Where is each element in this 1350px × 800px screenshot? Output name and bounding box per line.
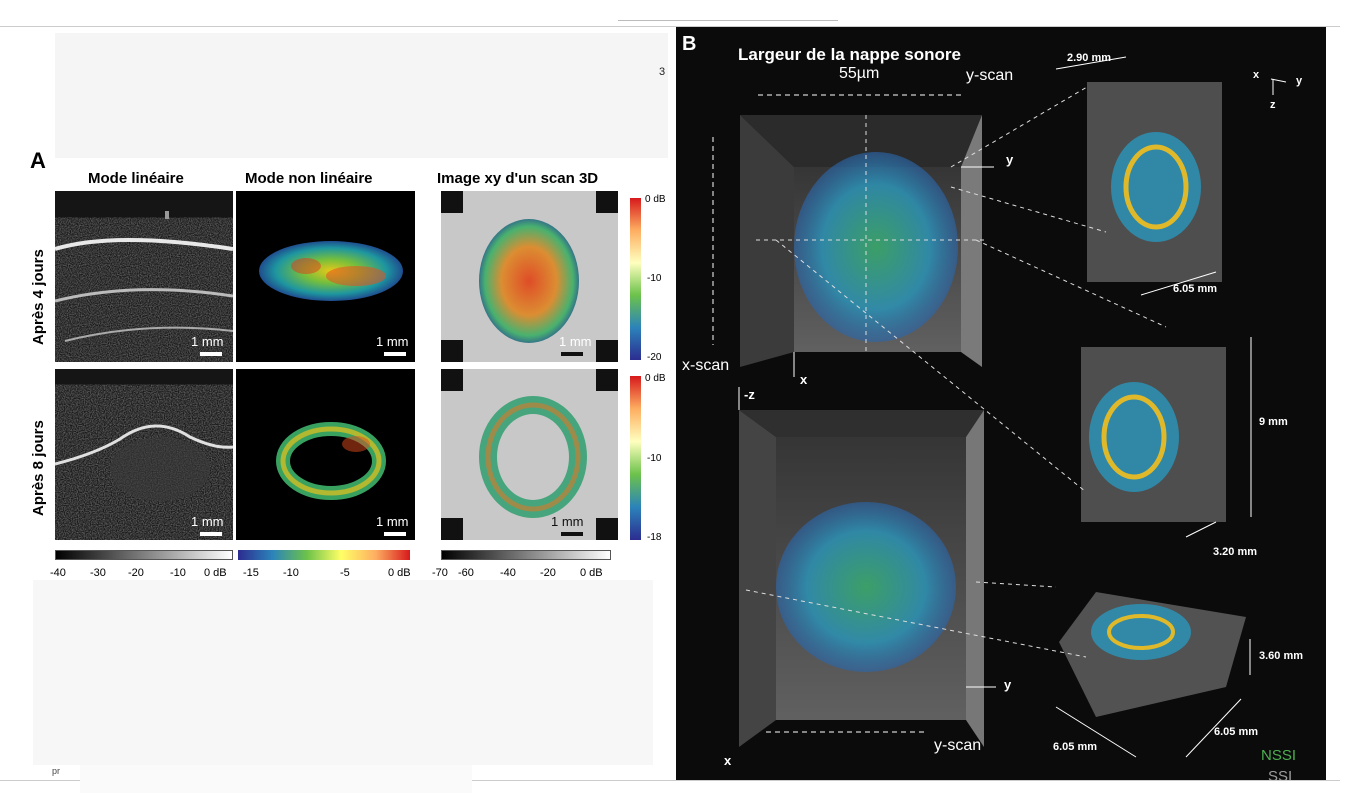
top-rule	[0, 26, 1340, 27]
colorbar-scan	[441, 550, 611, 560]
axis-neg-z: -z	[744, 387, 755, 402]
colorbar-scan-tick: 0 dB	[580, 567, 603, 579]
page-background-top	[55, 33, 668, 158]
axis-y-legend: y	[1296, 75, 1303, 87]
vcbar-bottom-tick: -10	[647, 453, 662, 464]
top-divider	[618, 20, 838, 21]
colorbar-linear	[55, 550, 233, 560]
scale-bar	[200, 532, 222, 536]
axis-x-top: x	[800, 372, 808, 387]
dim-bot-depth-left: 6.05 mm	[1053, 741, 1098, 753]
colorbar-nonlinear-tick: -15	[243, 567, 259, 579]
column-title-nonlinear: Mode non linéaire	[245, 170, 373, 187]
panel-b-label: B	[682, 33, 697, 55]
legend-ssi: SSI	[1268, 768, 1293, 780]
axis-x-legend: x	[1253, 69, 1260, 81]
stray-text: 3	[659, 66, 666, 78]
scale-label: 1 mm	[376, 334, 409, 349]
panel-a-label: A	[30, 148, 46, 173]
page-background-footer	[80, 765, 472, 793]
dim-mid-depth: 3.20 mm	[1213, 546, 1258, 558]
colorbar-linear-tick: -20	[128, 567, 144, 579]
colorbar-scan-tick: -20	[540, 567, 556, 579]
panel-b-title: Largeur de la nappe sonore	[738, 45, 961, 64]
colorbar-linear-tick: -40	[50, 567, 66, 579]
scan3d-ring-graphic	[441, 369, 618, 540]
scale-label: 1 mm	[559, 334, 592, 349]
linear-image-day4: 1 mm	[55, 191, 233, 362]
vcbar-top-tick: -20	[647, 352, 662, 363]
vcbar-top-tick: 0 dB	[645, 194, 666, 205]
scale-bar	[561, 532, 583, 536]
dim-bot-depth-right: 6.05 mm	[1214, 726, 1259, 738]
nonlinear-image-day8: 1 mm	[236, 369, 415, 540]
nonlinear-ring-graphic	[276, 422, 386, 500]
row-label-day8: Après 8 jours	[30, 420, 47, 516]
column-title-scan3d: Image xy d'un scan 3D	[437, 170, 599, 187]
dim-bot-height: 3.60 mm	[1259, 650, 1304, 662]
scale-label: 1 mm	[191, 334, 224, 349]
vcbar-top-tick: -10	[647, 273, 662, 284]
colorbar-scan-tick: -60	[458, 567, 474, 579]
y-scan-label-bottom: y-scan	[934, 737, 982, 754]
nonlinear-heatmap-graphic	[259, 241, 403, 301]
colorbar-linear-tick: -10	[170, 567, 186, 579]
axis-x-bottom: x	[724, 753, 732, 768]
nonlinear-image-day4: 1 mm	[236, 191, 415, 362]
scan3d-image-day4: 1 mm	[441, 191, 618, 362]
linear-image-day8: 1 mm	[55, 369, 233, 540]
bottom-rule	[0, 780, 1340, 781]
footer-fragment: pr	[52, 766, 61, 776]
beam-width-label: 55µm	[839, 65, 880, 82]
colorbar-scan-tick: -70	[432, 567, 448, 579]
ultrasound-b-mode-graphic	[55, 191, 233, 362]
scale-label: 1 mm	[551, 514, 584, 529]
scale-label: 1 mm	[376, 514, 409, 529]
row-label-day4: Après 4 jours	[30, 249, 47, 345]
scale-bar	[200, 352, 222, 356]
axis-y-top: y	[1006, 152, 1014, 167]
scale-bar	[384, 532, 406, 536]
colorbar-linear-tick: -30	[90, 567, 106, 579]
scale-label: 1 mm	[191, 514, 224, 529]
column-title-linear: Mode linéaire	[88, 170, 184, 187]
dim-top-width: 2.90 mm	[1067, 52, 1112, 64]
y-scan-label-top: y-scan	[966, 67, 1014, 84]
axis-z-legend: z	[1270, 99, 1276, 111]
x-scan-label: x-scan	[682, 357, 730, 374]
colorbar-nonlinear-tick: -5	[340, 567, 350, 579]
panel-b-graphic	[712, 56, 1287, 758]
page-background-bottom	[33, 580, 653, 765]
vcbar-bottom-tick: -18	[647, 532, 662, 543]
colorbar-nonlinear-tick: -10	[283, 567, 299, 579]
ultrasound-b-mode-graphic	[55, 369, 233, 540]
vcbar-bottom-tick: 0 dB	[645, 373, 666, 384]
axis-y-bottom: y	[1004, 677, 1012, 692]
vertical-colorbar-bottom	[630, 376, 641, 540]
colorbar-nonlinear	[238, 550, 410, 560]
dim-mid-height: 9 mm	[1259, 416, 1288, 428]
scan3d-image-day8: 1 mm	[441, 369, 618, 540]
panel-b: B Largeur de la nappe sonore 55µm y-scan…	[676, 27, 1326, 780]
colorbar-scan-tick: -40	[500, 567, 516, 579]
scan3d-heatmap-graphic	[441, 191, 618, 362]
legend-nssi: NSSI	[1261, 747, 1297, 764]
scale-bar	[384, 352, 406, 356]
colorbar-linear-tick: 0 dB	[204, 567, 227, 579]
scale-bar	[561, 352, 583, 356]
colorbar-nonlinear-tick: 0 dB	[388, 567, 411, 579]
dim-top-depth: 6.05 mm	[1173, 283, 1218, 295]
vertical-colorbar-top	[630, 198, 641, 360]
